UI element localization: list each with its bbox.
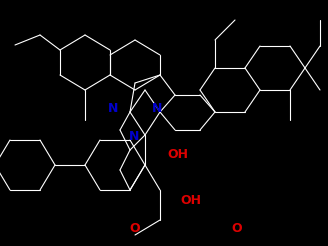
Text: N: N [152,102,162,114]
Text: O: O [232,221,242,234]
Text: O: O [130,221,140,234]
Text: N: N [129,129,139,142]
Text: OH: OH [180,194,201,206]
Text: N: N [108,102,118,114]
Text: OH: OH [167,148,188,160]
